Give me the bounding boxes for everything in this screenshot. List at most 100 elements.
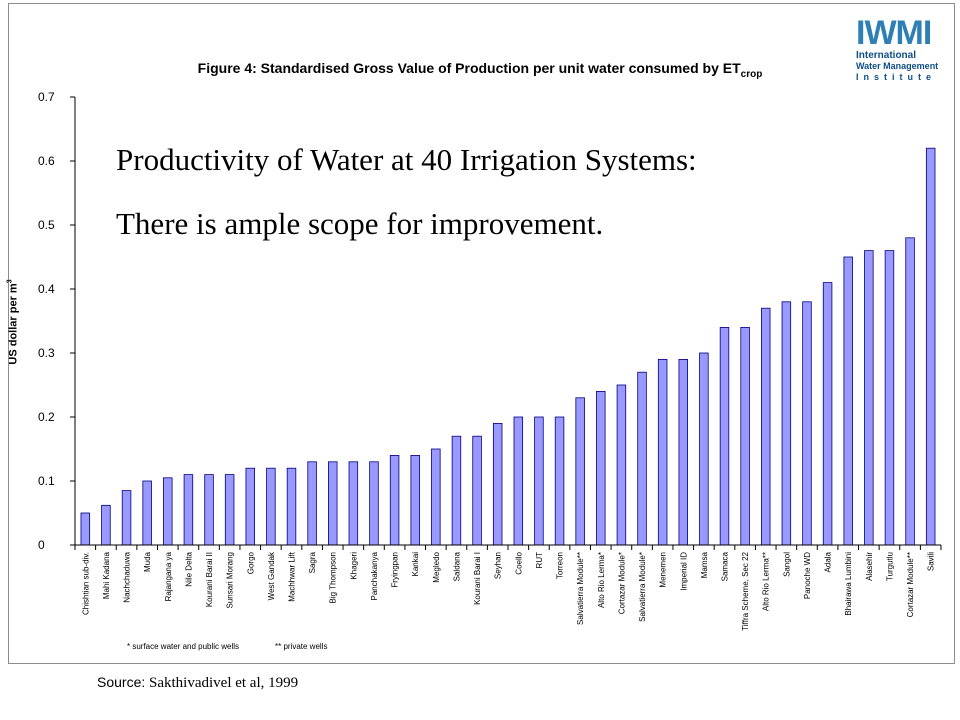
x-tick-label: Muda: [143, 551, 152, 572]
overlay-headline: Productivity of Water at 40 Irrigation S…: [116, 142, 697, 177]
bar: [451, 435, 462, 546]
source-label: Source:: [97, 674, 146, 690]
bar: [492, 422, 503, 546]
y-tick-label: 0.3: [38, 346, 55, 360]
logo-line-water-management: Water Management: [856, 61, 939, 71]
bar: [678, 358, 688, 546]
x-tick-label: Salvatierra Module**: [576, 552, 585, 625]
x-tick-label: Megledo: [432, 551, 441, 582]
chart-title-subscript: crop: [740, 68, 763, 80]
bar: [266, 467, 276, 546]
bar: [245, 467, 255, 546]
bar: [183, 474, 194, 546]
bar: [80, 512, 91, 546]
x-tick-label: Mahi Kadana: [102, 551, 111, 599]
x-tick-label: Rajangana ya: [164, 551, 173, 601]
x-tick-label: Tiffra Scheme, Sec 22: [741, 551, 750, 630]
bar: [431, 448, 441, 546]
bar: [864, 250, 874, 546]
bar: [554, 416, 565, 546]
y-tick-label: 0: [38, 538, 45, 552]
y-tick-label: 0.4: [38, 282, 55, 296]
bar: [163, 477, 173, 546]
bar: [843, 256, 853, 546]
overlay-text: Productivity of Water at 40 Irrigation S…: [116, 128, 697, 256]
x-tick-label: Sangol: [782, 552, 791, 577]
bar: [204, 474, 214, 546]
logo-line-institute: Institute: [856, 72, 936, 82]
bar: [534, 416, 544, 546]
x-tick-label: Machhwar Lift: [288, 551, 297, 602]
x-tick-label: Big Thompson: [329, 552, 338, 603]
x-tick-label: Khageri: [349, 552, 358, 580]
y-ticks-group: 0 0.1 0.2 0.3 0.4 0.5 0.6 0.7: [38, 90, 75, 552]
logo-line-international: International: [856, 50, 917, 61]
y-tick-label: 0.1: [38, 474, 55, 488]
x-tick-label: RUT: [535, 552, 544, 569]
bar: [348, 461, 359, 546]
chart-title: Figure 4: Standardised Gross Value of Pr…: [0, 60, 960, 80]
x-tick-label: Kankai: [411, 552, 420, 577]
bar: [699, 352, 709, 546]
x-tick-label: Chishtian sub-div.: [81, 552, 90, 615]
iwmi-logo: IWMI International Water Management Inst…: [852, 8, 952, 88]
bar: [616, 384, 627, 546]
x-tick-label: Alasehir: [865, 552, 874, 581]
bar: [389, 454, 400, 546]
bar: [781, 301, 792, 546]
x-tick-label: Cortazar Module*: [617, 552, 626, 614]
x-tick-label: Saldana: [452, 551, 461, 581]
bar: [286, 467, 297, 546]
x-tick-label: Sagra: [308, 551, 317, 573]
x-tick-label: Seyhan: [494, 552, 503, 579]
x-tick-label: Nile Delta: [184, 551, 193, 586]
footnote-private-wells: ** private wells: [275, 642, 328, 651]
x-tick-label: Menemen: [659, 552, 668, 588]
x-tick-label: Fryingpan: [391, 552, 400, 588]
x-tick-label: Alto Rio Lerma**: [762, 552, 771, 611]
y-tick-label: 0.7: [38, 90, 55, 104]
bar: [740, 326, 750, 546]
y-tick-label: 0.5: [38, 218, 55, 232]
x-tick-label: Kourani Barai I: [473, 552, 482, 605]
x-tick-label: Sunsari Morang: [226, 552, 235, 608]
x-tick-label: West Gandak: [267, 551, 276, 600]
x-tick-label: Alto Rio Lerma*: [597, 552, 606, 608]
bar: [802, 301, 812, 546]
x-tick-label: Torreon: [556, 552, 565, 579]
bar: [472, 435, 482, 546]
bar: [761, 307, 771, 546]
bar: [719, 326, 730, 546]
bar: [121, 490, 132, 546]
bar: [884, 250, 895, 546]
x-tick-label: Samaca: [721, 551, 730, 581]
bar: [513, 416, 524, 546]
bar: [410, 454, 420, 546]
bar: [575, 397, 585, 546]
y-tick-label: 0.2: [38, 410, 55, 424]
overlay-subline: There is ample scope for improvement.: [116, 206, 604, 241]
bar: [637, 371, 647, 546]
x-tick-label: Gorgo: [246, 551, 255, 574]
x-tick-label: Turgutlu: [885, 552, 894, 581]
x-tick-label: Bhairawa Lumbini: [844, 552, 853, 616]
x-tick-label: Salvatierra Module*: [638, 552, 647, 622]
footnote-surface-water: * surface water and public wells: [127, 642, 240, 651]
bar: [905, 237, 915, 546]
source-text: Sakthivadivel et al, 1999: [149, 675, 299, 691]
bar: [101, 504, 111, 546]
chart-title-text: Figure 4: Standardised Gross Value of Pr…: [197, 60, 741, 76]
x-tick-label: Savili: [927, 552, 936, 571]
y-tick-label: 0.6: [38, 154, 55, 168]
bar: [224, 474, 235, 546]
bar: [307, 461, 317, 546]
x-tick-label: Nachchaduwa: [123, 551, 132, 602]
source-citation: Source: Sakthivadivel et al, 1999: [97, 674, 298, 692]
x-tick-label: Adala: [824, 551, 833, 572]
x-tick-label: Kourani Barai II: [205, 552, 214, 607]
chart-frame: [8, 3, 955, 664]
bar: [822, 282, 833, 546]
bars-group: [80, 147, 936, 546]
logo-mark: IWMI: [856, 14, 932, 52]
